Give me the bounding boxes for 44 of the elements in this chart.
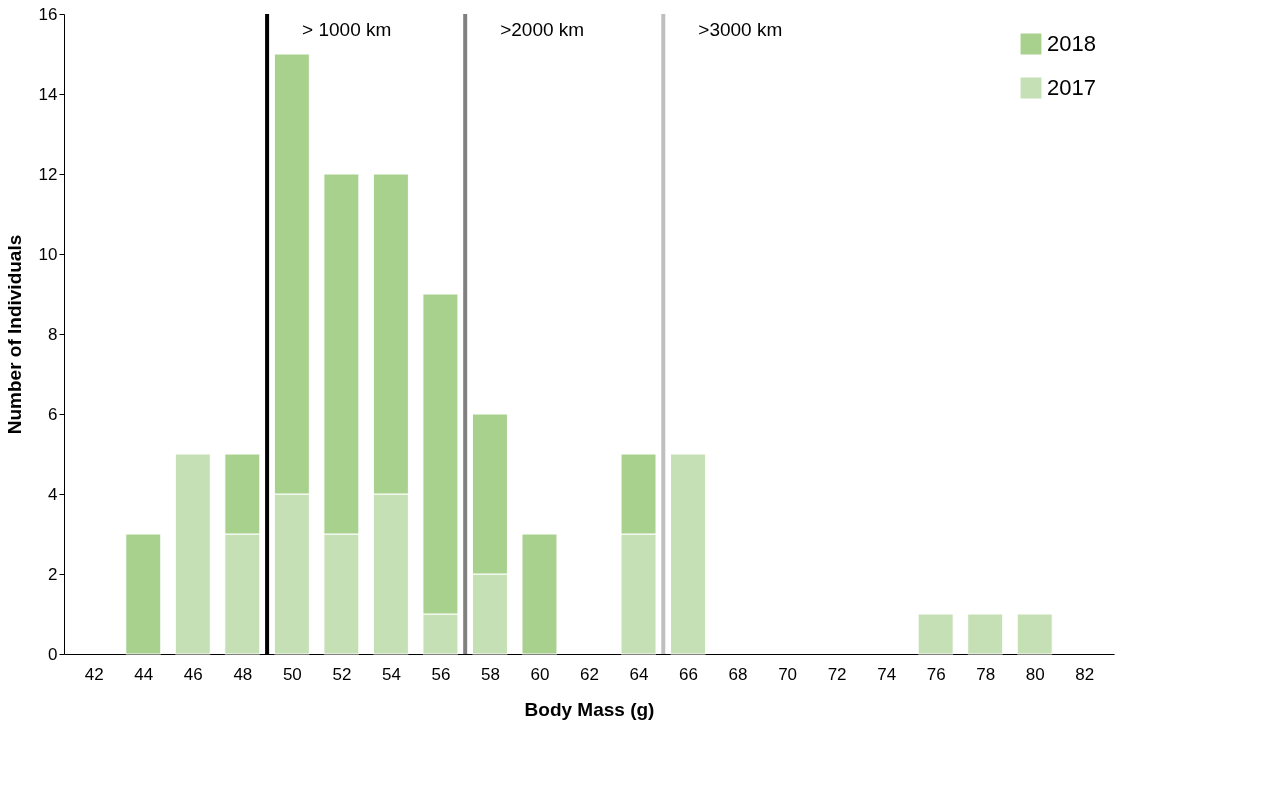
ref-line-label: > 1000 km <box>302 19 392 40</box>
x-tick-label: 74 <box>877 664 897 684</box>
x-tick-label: 44 <box>134 664 154 684</box>
y-tick-label: 16 <box>38 4 58 24</box>
x-tick-label: 50 <box>282 664 302 684</box>
y-tick-label: 0 <box>48 644 58 664</box>
x-tick-label: 78 <box>976 664 996 684</box>
ref-line-label: >3000 km <box>698 19 783 40</box>
x-tick-label: 82 <box>1075 664 1095 684</box>
x-tick-label: 60 <box>530 664 550 684</box>
bar <box>670 453 707 655</box>
bar <box>521 533 558 655</box>
x-tick-label: 46 <box>183 664 203 684</box>
x-axis-title: Body Mass (g) <box>524 698 655 720</box>
y-tick-label: 10 <box>38 244 58 264</box>
y-tick-label: 8 <box>48 324 58 344</box>
bar <box>967 613 1004 655</box>
x-tick-label: 66 <box>679 664 699 684</box>
bar <box>125 533 162 655</box>
x-tick-label: 72 <box>827 664 847 684</box>
legend-label: 2018 <box>1047 31 1096 56</box>
bar <box>1016 613 1053 655</box>
y-tick-label: 2 <box>48 564 58 584</box>
x-tick-label: 64 <box>629 664 649 684</box>
x-tick-label: 42 <box>84 664 104 684</box>
bar <box>174 453 211 655</box>
ref-line-label: >2000 km <box>500 19 585 40</box>
x-tick-label: 68 <box>728 664 748 684</box>
y-tick-label: 14 <box>38 84 58 104</box>
x-tick-label: 62 <box>580 664 599 684</box>
x-tick-label: 52 <box>332 664 352 684</box>
x-tick-label: 80 <box>1025 664 1045 684</box>
legend-label: 2017 <box>1047 75 1096 100</box>
y-tick-label: 4 <box>48 484 58 504</box>
y-axis-title: Number of Individuals <box>3 234 25 435</box>
y-tick-label: 12 <box>38 164 58 184</box>
x-tick-label: 48 <box>233 664 253 684</box>
x-tick-label: 70 <box>778 664 798 684</box>
x-tick-label: 54 <box>381 664 401 684</box>
x-tick-label: 58 <box>480 664 500 684</box>
bar <box>917 613 954 655</box>
x-tick-label: 56 <box>431 664 451 684</box>
y-tick-label: 6 <box>48 404 58 424</box>
x-tick-label: 76 <box>926 664 946 684</box>
